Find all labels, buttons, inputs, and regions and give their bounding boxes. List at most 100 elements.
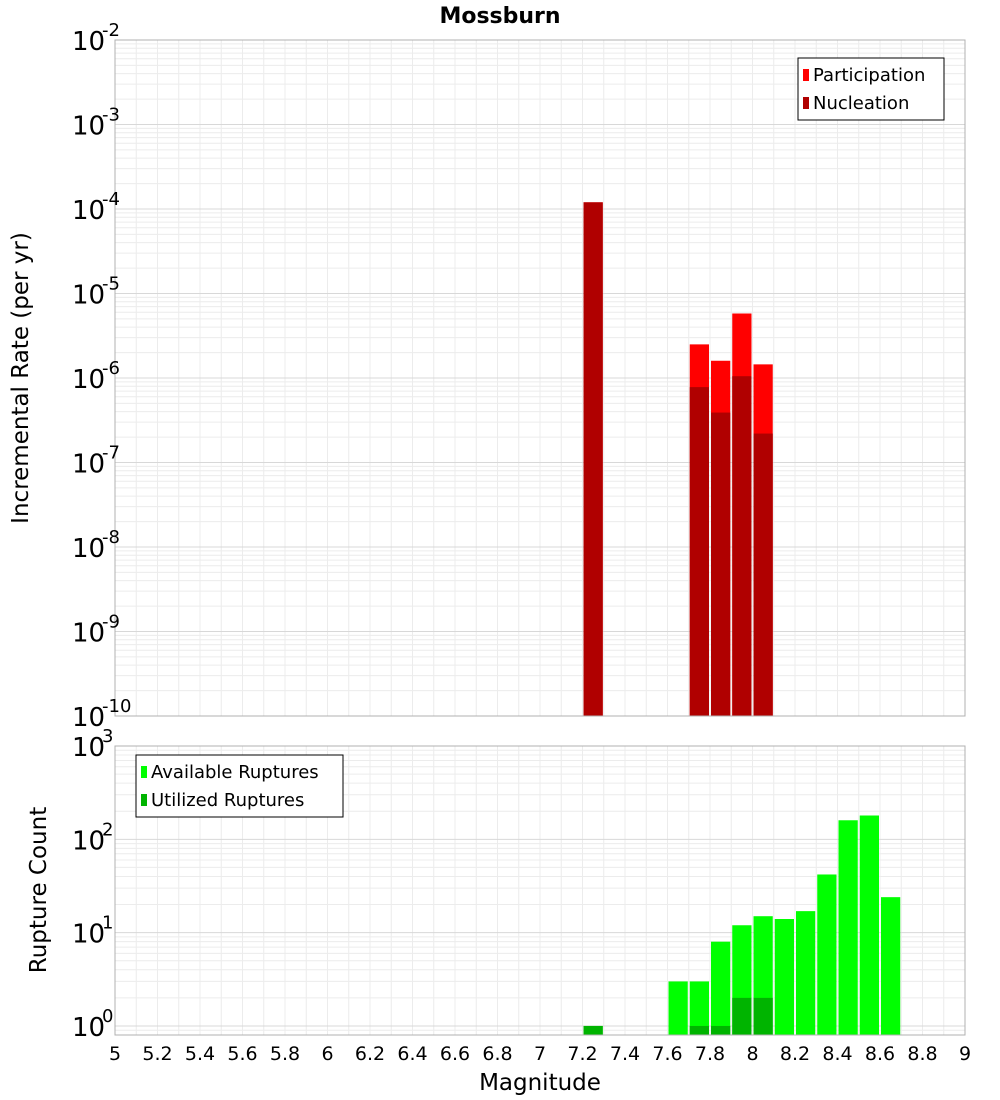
x-tick-label: 5.8 — [270, 1043, 300, 1065]
x-tick-label: 5.6 — [227, 1043, 257, 1065]
y-tick-exponent: -3 — [102, 105, 120, 126]
y-tick-label: 10-5 — [72, 274, 120, 311]
y-tick-base: 10 — [72, 450, 105, 480]
x-axis-label: Magnitude — [479, 1070, 601, 1096]
chart-title: Mossburn — [439, 4, 560, 29]
y-tick-base: 10 — [72, 196, 105, 226]
bar-utilized-ruptures — [689, 1025, 709, 1035]
y-tick-base: 10 — [72, 733, 105, 763]
legend-box — [135, 754, 344, 818]
bar-available-ruptures — [859, 815, 879, 1035]
y-tick-label: 100 — [72, 1006, 113, 1043]
bar-utilized-ruptures — [711, 1025, 731, 1035]
x-tick-label: 8.8 — [907, 1043, 937, 1065]
y-tick-exponent: -2 — [102, 20, 120, 41]
y-tick-base: 10 — [72, 826, 105, 856]
x-tick-label: 8.6 — [865, 1043, 895, 1065]
x-tick-label: 8 — [746, 1043, 758, 1065]
y-tick-base: 10 — [72, 27, 105, 57]
y-tick-label: 10-7 — [72, 443, 120, 480]
legend-box — [797, 57, 945, 121]
y-tick-exponent: 3 — [102, 726, 113, 747]
legend-label: Participation — [813, 65, 925, 86]
bar-available-ruptures — [796, 911, 816, 1035]
bar-nucleation — [711, 412, 731, 716]
top-bars — [583, 202, 773, 716]
legend-label: Available Ruptures — [151, 762, 319, 783]
bar-nucleation — [583, 202, 603, 716]
y-tick-label: 10-2 — [72, 20, 120, 57]
x-tick-label: 7.6 — [652, 1043, 682, 1065]
y-tick-label: 103 — [72, 726, 113, 763]
x-tick-label: 6.2 — [355, 1043, 385, 1065]
y-tick-label: 10-3 — [72, 105, 120, 142]
y-tick-base: 10 — [72, 281, 105, 311]
y-tick-exponent: -7 — [102, 443, 120, 464]
x-tick-labels: 5 5.2 5.4 5.6 5.8 6 6.2 6.4 6.6 6.8 7 7.2 7.4 7.6 7.8 8… — [109, 1043, 971, 1065]
y-tick-exponent: -10 — [102, 696, 131, 717]
bar-available-ruptures — [838, 820, 858, 1035]
bar-nucleation — [689, 387, 709, 716]
bottom-bars — [583, 815, 901, 1035]
x-tick-label: 5.4 — [185, 1043, 215, 1065]
bar-utilized-ruptures — [753, 997, 773, 1035]
bar-available-ruptures — [689, 981, 709, 1035]
y-tick-base: 10 — [72, 619, 105, 649]
legend-swatch — [803, 69, 809, 81]
legend-label: Nucleation — [813, 93, 909, 114]
x-tick-label: 6.4 — [397, 1043, 427, 1065]
bar-available-ruptures — [774, 919, 794, 1035]
y-tick-base: 10 — [72, 703, 105, 733]
x-tick-label: 8.2 — [780, 1043, 810, 1065]
x-tick-label: 6 — [321, 1043, 333, 1065]
legend-label: Utilized Ruptures — [151, 790, 304, 811]
bar-available-ruptures — [817, 874, 837, 1035]
y-tick-base: 10 — [72, 1013, 105, 1043]
top-gridlines — [114, 39, 966, 717]
y-tick-label: 10-4 — [72, 189, 120, 226]
bottom-y-axis-label: Rupture Count — [26, 807, 52, 973]
y-tick-label: 10-6 — [72, 358, 120, 395]
y-tick-label: 10-9 — [72, 612, 120, 649]
bar-nucleation — [753, 433, 773, 716]
x-tick-label: 7.2 — [567, 1043, 597, 1065]
bar-utilized-ruptures — [732, 997, 752, 1035]
y-tick-exponent: -4 — [102, 189, 120, 210]
y-tick-exponent: 0 — [102, 1006, 113, 1027]
legend-swatch — [141, 766, 147, 778]
x-tick-label: 5.2 — [142, 1043, 172, 1065]
y-tick-base: 10 — [72, 112, 105, 142]
y-tick-exponent: -9 — [102, 612, 120, 633]
bar-available-ruptures — [881, 897, 901, 1035]
x-tick-label: 8.4 — [822, 1043, 852, 1065]
bar-available-ruptures — [668, 981, 688, 1035]
y-tick-exponent: 2 — [102, 819, 113, 840]
top-plot-border — [114, 39, 966, 717]
bottom-plot-border — [114, 745, 966, 1036]
y-tick-label: 102 — [72, 819, 113, 856]
top-legend: Participation Nucleation — [797, 57, 945, 121]
y-tick-label: 10-10 — [72, 696, 131, 733]
y-tick-base: 10 — [72, 534, 105, 564]
legend-swatch — [141, 794, 147, 806]
y-tick-base: 10 — [72, 365, 105, 395]
legend-swatch — [803, 97, 809, 109]
x-tick-label: 6.6 — [440, 1043, 470, 1065]
x-tick-label: 5 — [109, 1043, 121, 1065]
bottom-legend: Available Ruptures Utilized Ruptures — [135, 754, 344, 818]
y-tick-exponent: -8 — [102, 527, 120, 548]
bar-utilized-ruptures — [583, 1025, 603, 1035]
bar-available-ruptures — [711, 941, 731, 1035]
y-tick-label: 101 — [72, 913, 113, 950]
y-tick-base: 10 — [72, 920, 105, 950]
bar-nucleation — [732, 376, 752, 716]
x-tick-label: 9 — [959, 1043, 971, 1065]
x-tick-label: 6.8 — [482, 1043, 512, 1065]
x-tick-label: 7 — [534, 1043, 546, 1065]
y-tick-label: 10-8 — [72, 527, 120, 564]
